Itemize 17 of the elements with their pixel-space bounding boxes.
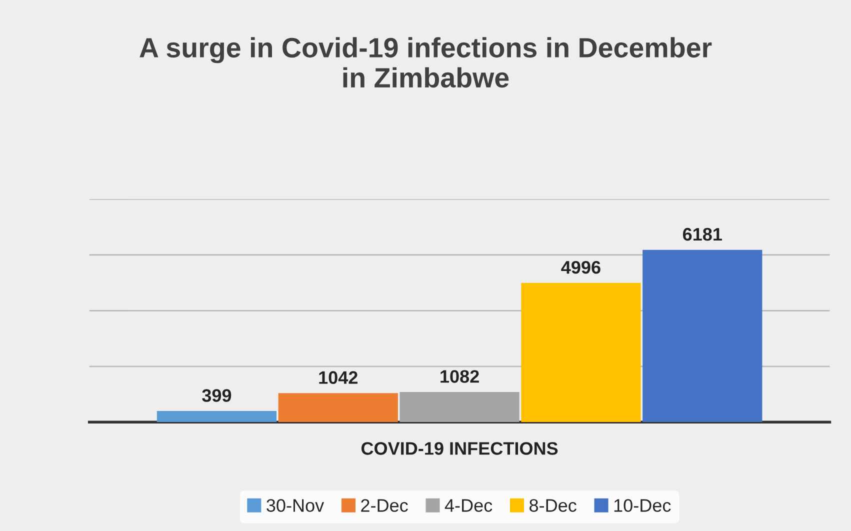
legend-label: 10-Dec [614,499,671,512]
data-label: 1042 [319,371,358,384]
bar [400,392,520,422]
bar [642,250,762,422]
legend-label: 2-Dec [361,499,408,512]
data-label: 4996 [561,260,600,274]
legend-label: 30-Nov [266,499,324,512]
legend-label: 8-Dec [530,499,576,512]
legend-label: 4-Dec [444,499,492,512]
bar [156,411,276,422]
data-label: 1082 [440,370,479,383]
data-label: 399 [202,389,232,402]
bar [278,393,398,422]
bar [521,282,641,422]
x-axis-title: COVID-19 INFECTIONS [361,442,558,455]
data-label: 6181 [682,228,722,241]
chart-title: A surge in Covid-19 infections in December in Zimbabwe [140,37,712,88]
